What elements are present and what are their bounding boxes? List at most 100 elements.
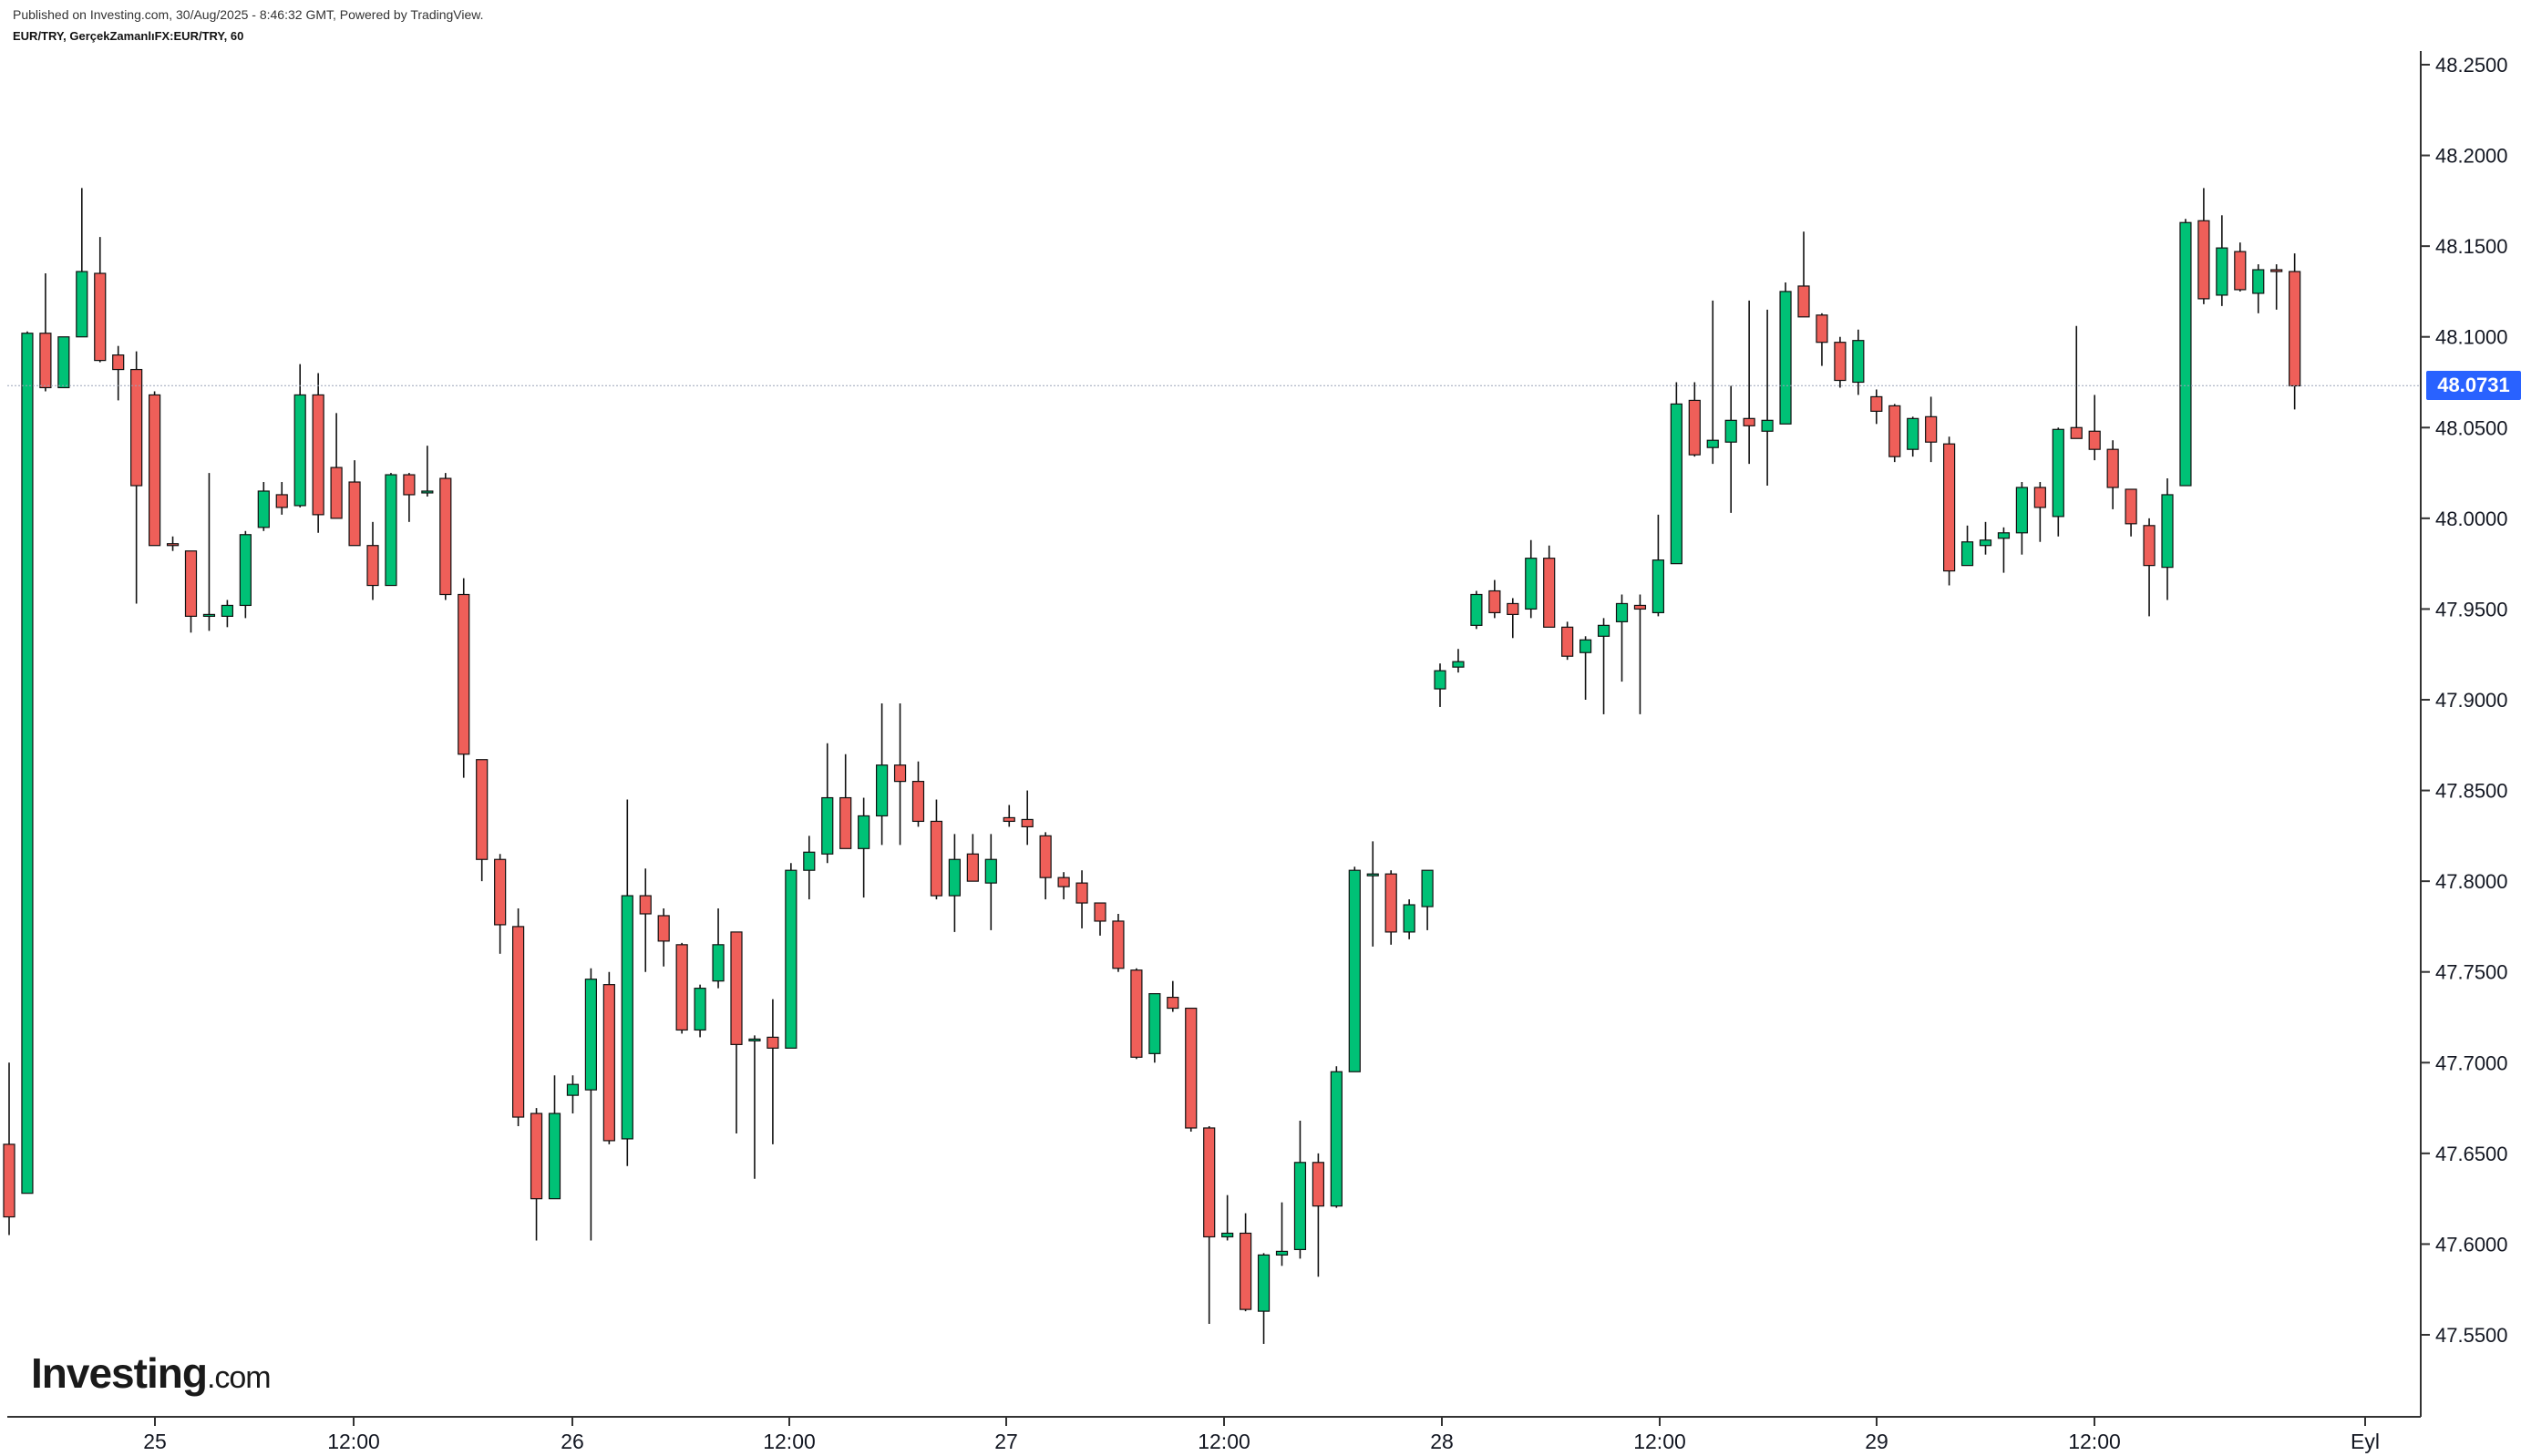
candle[interactable] (1579, 636, 1592, 700)
candle[interactable] (312, 373, 324, 533)
candle[interactable] (2125, 488, 2137, 537)
candle[interactable] (911, 761, 925, 827)
candle[interactable] (785, 863, 797, 1049)
candle[interactable] (530, 1108, 543, 1241)
candle[interactable] (1761, 309, 1774, 487)
candle[interactable] (1743, 300, 1755, 465)
candle[interactable] (3, 1062, 15, 1236)
candle[interactable] (1525, 539, 1538, 619)
candle[interactable] (675, 942, 688, 1034)
candle[interactable] (839, 754, 852, 849)
candle[interactable] (257, 482, 270, 531)
candle[interactable] (1130, 968, 1143, 1060)
candle[interactable] (621, 799, 633, 1166)
candle[interactable] (930, 799, 943, 900)
candle[interactable] (1870, 389, 1883, 425)
candle[interactable] (1597, 618, 1610, 714)
candle[interactable] (494, 854, 507, 954)
candle[interactable] (984, 834, 997, 930)
candle[interactable] (948, 834, 962, 932)
candle[interactable] (584, 968, 598, 1241)
candle[interactable] (476, 759, 489, 882)
candle[interactable] (2070, 325, 2083, 439)
candle[interactable] (1452, 649, 1465, 673)
candle[interactable] (875, 702, 889, 846)
candle[interactable] (2106, 440, 2119, 509)
candle[interactable] (1312, 1153, 1325, 1277)
candle[interactable] (1039, 832, 1052, 900)
candle[interactable] (966, 834, 979, 882)
candle[interactable] (1421, 869, 1434, 930)
candle[interactable] (403, 473, 416, 522)
candle[interactable] (1488, 579, 1501, 619)
candle[interactable] (39, 273, 52, 392)
candle[interactable] (2015, 482, 2028, 555)
candle[interactable] (1724, 385, 1737, 513)
candle[interactable] (1943, 436, 1956, 586)
candle[interactable] (1688, 382, 1701, 457)
candle[interactable] (1925, 396, 1938, 463)
candle[interactable] (439, 473, 452, 600)
candle[interactable] (1797, 231, 1810, 318)
candle[interactable] (112, 345, 125, 401)
candle[interactable] (1021, 790, 1034, 846)
candle[interactable] (57, 336, 70, 389)
candle[interactable] (1403, 899, 1415, 939)
candle[interactable] (1615, 594, 1629, 682)
candle[interactable] (548, 1075, 561, 1200)
candle[interactable] (1094, 902, 1106, 936)
candle[interactable] (1148, 993, 1161, 1063)
candle[interactable] (1057, 872, 1070, 900)
candle[interactable] (1075, 870, 1088, 928)
candle[interactable] (149, 391, 161, 547)
candle[interactable] (293, 364, 306, 508)
candle[interactable] (166, 536, 180, 551)
candle[interactable] (130, 351, 143, 604)
candle[interactable] (1816, 313, 1828, 366)
candle[interactable] (2197, 188, 2210, 304)
candle[interactable] (803, 836, 816, 900)
candle[interactable] (1670, 382, 1682, 565)
candle[interactable] (1561, 621, 1574, 661)
candle[interactable] (2161, 478, 2174, 600)
candle[interactable] (602, 971, 615, 1144)
candle[interactable] (2216, 215, 2228, 306)
candle[interactable] (1384, 870, 1397, 945)
candle[interactable] (1239, 1213, 1252, 1312)
candle[interactable] (1706, 300, 1719, 465)
candle[interactable] (1293, 1121, 1307, 1259)
candle[interactable] (712, 908, 725, 989)
candle[interactable] (2234, 242, 2247, 292)
candle[interactable] (1257, 1253, 1271, 1344)
candle[interactable] (730, 931, 743, 1133)
candle[interactable] (767, 999, 779, 1144)
candle[interactable] (1507, 598, 1519, 639)
candle[interactable] (2179, 219, 2192, 487)
candle[interactable] (639, 868, 652, 972)
candle[interactable] (1997, 527, 2011, 573)
candle[interactable] (858, 797, 870, 898)
candle[interactable] (1221, 1195, 1234, 1241)
candle[interactable] (239, 530, 252, 619)
candle[interactable] (348, 460, 361, 547)
candle[interactable] (221, 600, 233, 628)
candle[interactable] (366, 521, 379, 600)
candle[interactable] (275, 482, 288, 515)
candle[interactable] (1907, 416, 1919, 457)
candle[interactable] (1275, 1202, 1289, 1266)
candle[interactable] (2270, 264, 2283, 310)
candle[interactable] (1112, 913, 1125, 972)
candle[interactable] (821, 743, 834, 864)
candle[interactable] (94, 237, 107, 363)
candle[interactable] (330, 413, 343, 519)
candle[interactable] (2052, 427, 2064, 537)
candle[interactable] (1366, 841, 1379, 947)
candle[interactable] (1185, 1007, 1198, 1132)
candle[interactable] (458, 578, 470, 778)
candle[interactable] (1203, 1125, 1216, 1325)
candle[interactable] (1434, 663, 1446, 707)
candle[interactable] (1779, 282, 1792, 425)
candle[interactable] (1167, 980, 1179, 1012)
candle[interactable] (1348, 866, 1361, 1072)
